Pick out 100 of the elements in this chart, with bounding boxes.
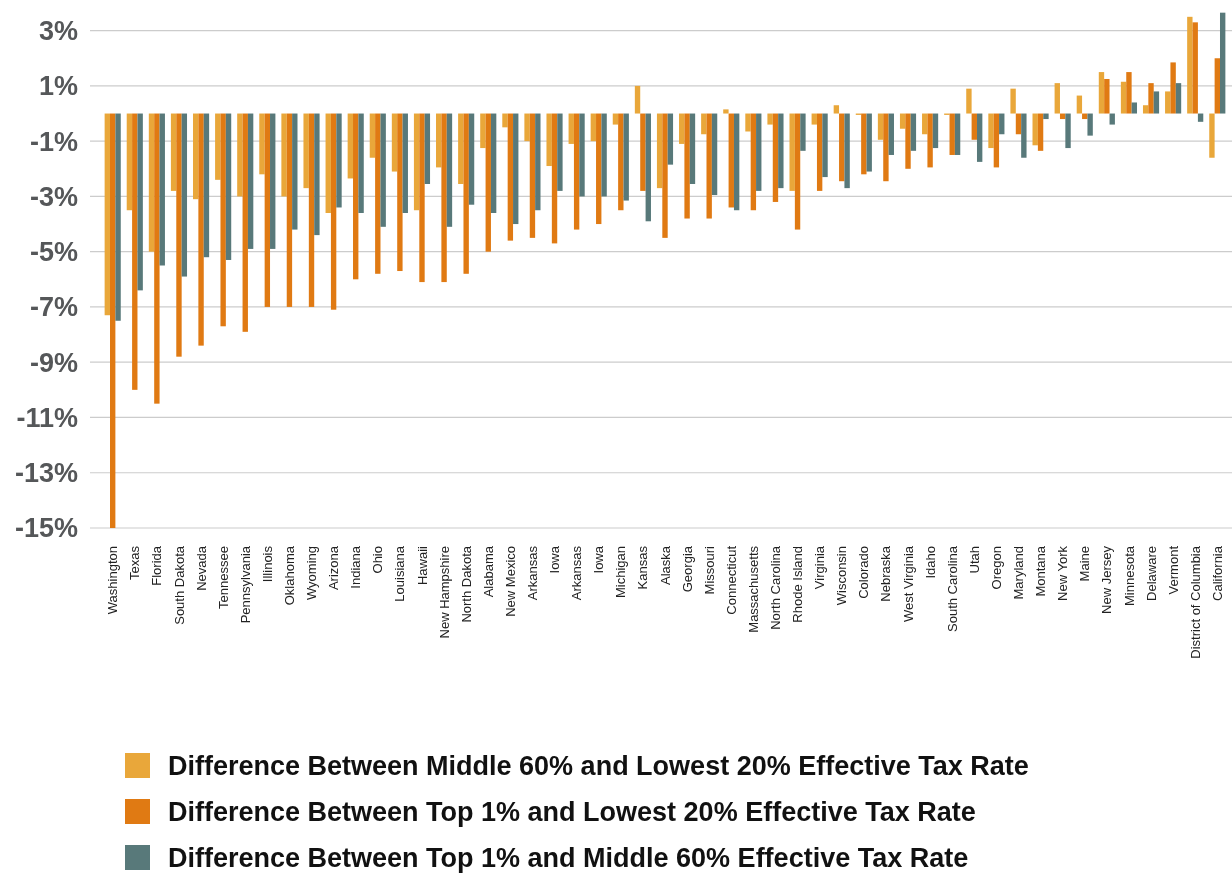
y-tick-label: -7% [29, 292, 78, 323]
y-tick-label: -11% [16, 402, 78, 433]
x-tick-label: Ohio [370, 546, 386, 574]
bar [353, 113, 359, 280]
bar [1010, 88, 1016, 114]
bar [667, 113, 674, 165]
bar [557, 113, 563, 191]
bar [247, 113, 254, 249]
bar [1142, 105, 1149, 114]
bar [441, 113, 447, 283]
bar [490, 113, 497, 213]
x-tick-label: Pennsylvania [237, 545, 253, 624]
x-tick-label: Maine [1077, 546, 1093, 582]
bar [237, 113, 243, 197]
x-tick-label: California [1209, 545, 1225, 601]
bar [745, 113, 751, 132]
bar [568, 113, 574, 144]
bar [999, 113, 1005, 135]
bar [590, 113, 597, 142]
bar [110, 113, 116, 528]
legend-label: Difference Between Top 1% and Lowest 20% Effective Tax Rate [168, 797, 976, 828]
bar [905, 113, 911, 169]
bar [181, 113, 188, 277]
x-tick-label: Iowa [591, 545, 607, 574]
bar [662, 113, 668, 238]
bar [468, 113, 475, 205]
x-tick-label: Nebraska [878, 545, 894, 602]
x-tick-label: Wyoming [304, 546, 320, 601]
bar [259, 113, 265, 175]
bar [993, 113, 1000, 168]
bar [750, 113, 757, 211]
bar [1214, 58, 1220, 114]
bar [1104, 78, 1110, 114]
bar [446, 113, 453, 227]
bar [546, 113, 552, 167]
x-tick-label: Rhode Island [790, 546, 806, 623]
bar [596, 113, 602, 225]
bar [1015, 113, 1022, 135]
y-tick-label: 3% [38, 16, 78, 47]
bar [844, 113, 850, 189]
x-tick-label: Connecticut [723, 545, 739, 615]
bar [551, 113, 558, 244]
bar [866, 113, 872, 172]
bar [148, 113, 155, 252]
bar [1087, 113, 1093, 136]
x-tick-label: Virginia [812, 545, 828, 590]
y-tick-label: -5% [29, 237, 78, 268]
bar [137, 113, 143, 291]
bar [203, 113, 210, 258]
x-tick-label: Tennessee [215, 546, 231, 609]
bar [1032, 113, 1038, 146]
bar [772, 113, 779, 202]
bar [1131, 102, 1138, 114]
bar [225, 113, 232, 260]
bar [1209, 113, 1215, 158]
bar [833, 105, 840, 114]
bar [1054, 83, 1060, 114]
bar [391, 113, 398, 172]
y-tick-label: -9% [29, 347, 78, 378]
x-tick-label: Arkansas [569, 545, 585, 601]
bar [579, 113, 585, 197]
bar [176, 113, 182, 357]
bar [1120, 81, 1127, 114]
bar [971, 113, 977, 140]
legend-label: Difference Between Top 1% and Middle 60% Effective Tax Rate [168, 843, 969, 873]
bar [822, 113, 828, 178]
bar [314, 113, 320, 236]
x-tick-label: Maryland [1011, 546, 1027, 600]
x-tick-label: Missouri [701, 545, 717, 595]
x-tick-label: Alaska [657, 545, 673, 586]
bar [794, 113, 801, 230]
bar [198, 113, 204, 346]
bar [1076, 95, 1083, 114]
x-tick-label: West Virginia [900, 545, 916, 623]
bar [1043, 113, 1049, 120]
bar [949, 113, 955, 155]
x-tick-label: Vermont [1165, 545, 1181, 595]
bar [1175, 83, 1182, 114]
x-tick-label: Louisiana [392, 545, 408, 602]
x-tick-label: Nevada [193, 545, 209, 591]
bar [264, 113, 271, 307]
bar [954, 113, 961, 155]
bar [927, 113, 933, 168]
x-tick-label: Idaho [922, 546, 938, 579]
bar [1187, 16, 1193, 114]
bar [159, 113, 165, 266]
x-tick-label: Kansas [635, 545, 651, 590]
bar [778, 113, 784, 189]
bar [286, 113, 293, 307]
bar [1165, 91, 1171, 114]
x-tick-label: Minnesota [1121, 545, 1137, 606]
bar [679, 113, 685, 144]
bar [888, 113, 894, 155]
bar [811, 113, 817, 125]
bar [485, 113, 491, 252]
bar [1192, 22, 1198, 114]
bar [281, 113, 287, 197]
bar [706, 113, 712, 219]
x-tick-label: Massachusetts [745, 545, 761, 633]
bar [402, 113, 408, 213]
